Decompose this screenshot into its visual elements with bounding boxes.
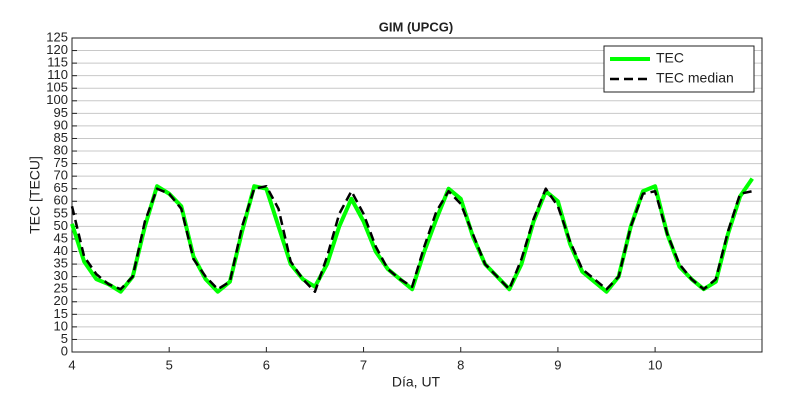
legend-label: TEC median bbox=[656, 70, 734, 86]
y-tick-label: 10 bbox=[54, 318, 68, 333]
y-tick-label: 100 bbox=[46, 92, 68, 107]
y-tick-label: 45 bbox=[54, 230, 68, 245]
series-line bbox=[70, 184, 753, 293]
y-tick-label: 75 bbox=[54, 155, 68, 170]
y-tick-label: 65 bbox=[54, 180, 68, 195]
y-tick-label: 115 bbox=[47, 55, 68, 70]
y-tick-label: 110 bbox=[47, 67, 68, 82]
x-tick-label: 5 bbox=[166, 357, 173, 372]
y-tick-label: 120 bbox=[46, 42, 68, 57]
y-tick-label: 40 bbox=[54, 243, 68, 258]
y-tick-label: 60 bbox=[54, 193, 68, 208]
x-tick-label: 4 bbox=[68, 357, 75, 372]
chart-title: GIM (UPCG) bbox=[379, 19, 453, 34]
y-tick-label: 35 bbox=[54, 256, 68, 271]
legend-box bbox=[603, 45, 755, 93]
y-tick-label: 125 bbox=[46, 29, 68, 44]
x-tick-label: 9 bbox=[554, 357, 561, 372]
y-tick-label: 70 bbox=[54, 168, 68, 183]
y-axis-label: TEC [TECU] bbox=[27, 156, 43, 234]
y-tick-label: 85 bbox=[54, 130, 68, 145]
y-tick-label: 30 bbox=[54, 268, 68, 283]
y-tick-label: 25 bbox=[54, 281, 68, 296]
y-tick-label: 20 bbox=[54, 293, 68, 308]
y-tick-label: 5 bbox=[61, 331, 68, 346]
x-tick-label: 10 bbox=[648, 357, 662, 372]
y-tick-label: 105 bbox=[46, 80, 68, 95]
y-tick-label: 0 bbox=[61, 343, 68, 358]
x-tick-label: 8 bbox=[457, 357, 464, 372]
plot-frame bbox=[71, 37, 763, 353]
y-tick-label: 95 bbox=[54, 105, 68, 120]
y-tick-label: 90 bbox=[54, 117, 68, 132]
legend-label: TEC bbox=[656, 50, 684, 66]
x-axis-label: Día, UT bbox=[392, 374, 441, 390]
y-tick-label: 15 bbox=[54, 306, 68, 321]
y-tick-label: 80 bbox=[54, 142, 68, 157]
x-tick-label: 7 bbox=[360, 357, 367, 372]
y-tick-label: 50 bbox=[54, 218, 68, 233]
x-tick-label: 6 bbox=[263, 357, 270, 372]
y-tick-label: 55 bbox=[54, 205, 68, 220]
